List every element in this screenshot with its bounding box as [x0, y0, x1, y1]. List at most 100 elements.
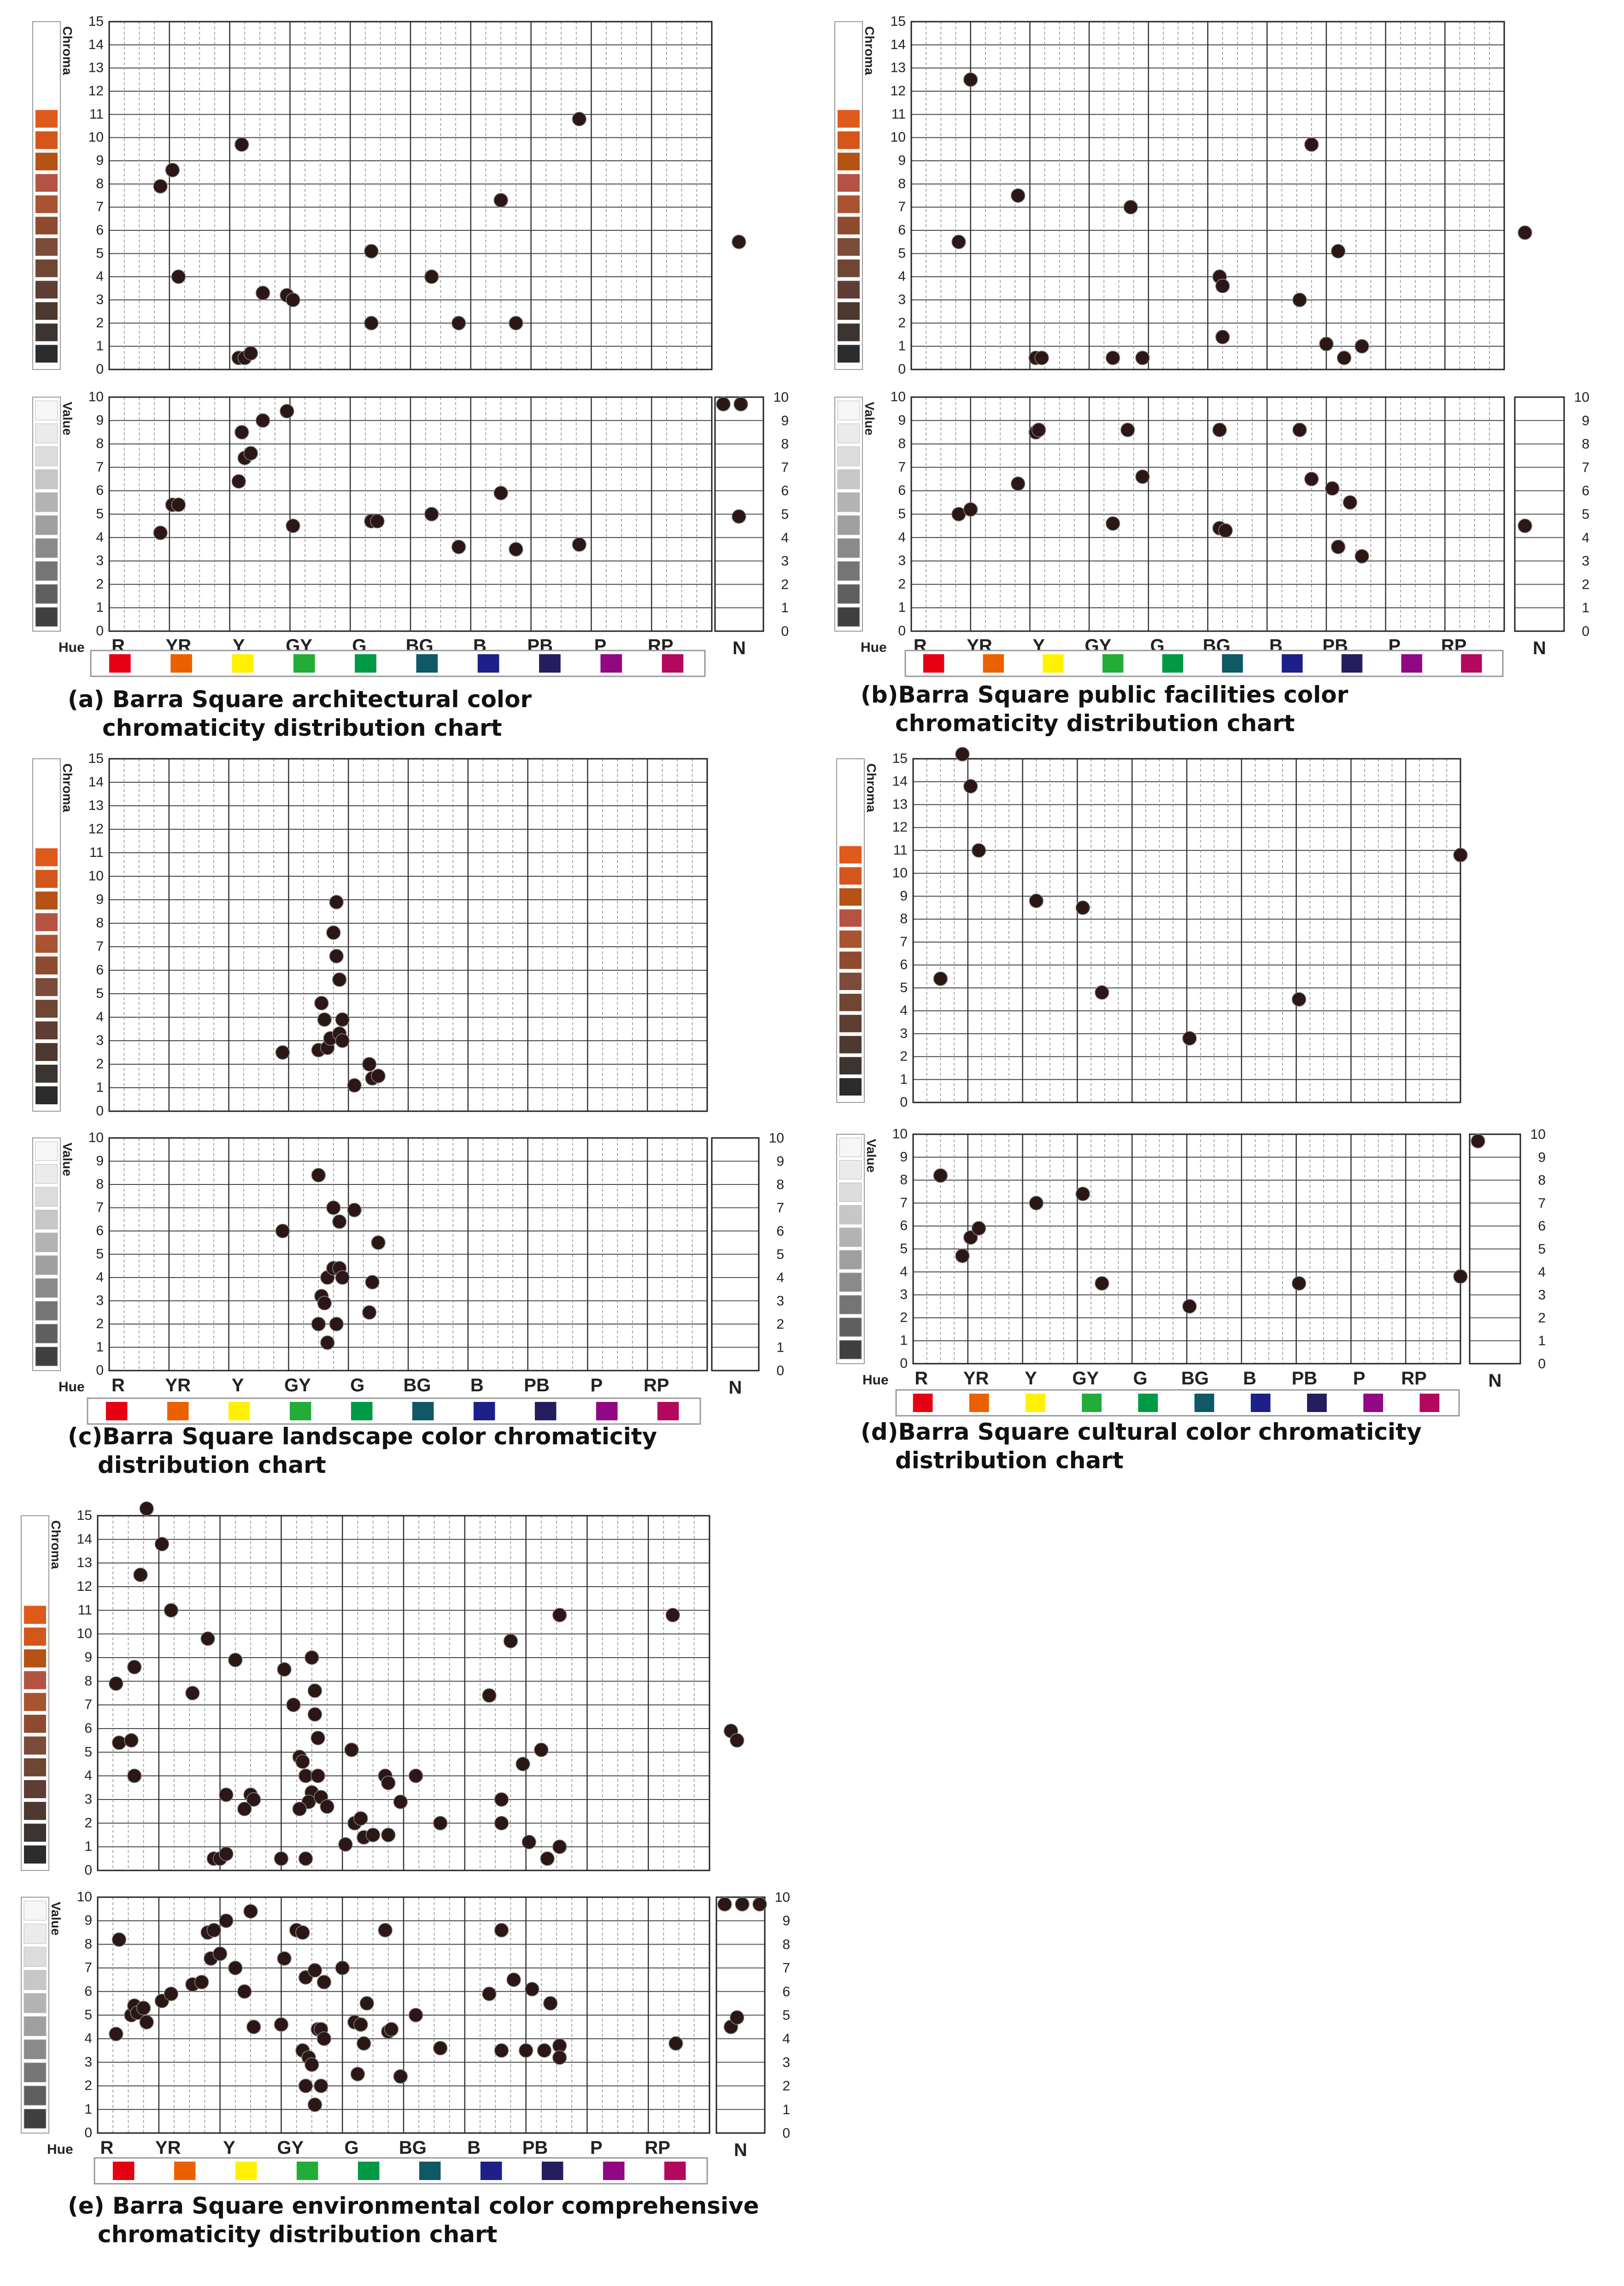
hue-swatch [664, 2162, 686, 2180]
chroma-swatch [839, 1057, 862, 1075]
chroma-tick-label: 6 [96, 962, 104, 978]
hue-swatch [1250, 1394, 1271, 1412]
chart-panel-4: 0123456789101112131415Chroma012345678910… [21, 1501, 790, 2248]
neutral-frame [711, 1137, 760, 1372]
chroma-tick-label: 14 [88, 37, 104, 52]
chroma-swatch [35, 870, 58, 888]
neutral-tick-label: 0 [781, 624, 789, 639]
hue-label: PB [522, 2138, 548, 2158]
chroma-point [1453, 848, 1468, 862]
data-points [951, 72, 1532, 564]
neutral-point [752, 1897, 767, 1912]
value-point [518, 2043, 534, 2058]
chroma-point [275, 1045, 290, 1060]
chroma-swatch [839, 888, 862, 906]
value-tick-label: 10 [891, 389, 906, 404]
value-point [164, 1987, 179, 2001]
value-swatch [35, 1347, 58, 1366]
value-point [317, 1975, 332, 1990]
chroma-tick-label: 0 [96, 362, 104, 377]
chroma-swatch [35, 302, 58, 320]
value-swatch [23, 1970, 47, 1990]
chroma-swatch [35, 935, 58, 953]
neutral-tick-label: 3 [1582, 554, 1589, 569]
hue-label: P [591, 1375, 603, 1395]
hue-axis-label: Hue [861, 640, 887, 655]
chroma-swatch [35, 1000, 58, 1018]
neutral-tick-label: 9 [782, 1913, 790, 1928]
chroma-point [298, 1851, 313, 1866]
chroma-swatch [35, 152, 58, 170]
chroma-tick-label: 5 [900, 980, 908, 995]
hue-label: RP [645, 2138, 670, 2158]
hue-label: GY [277, 2138, 304, 2158]
hue-label: PB [524, 1375, 550, 1395]
neutral-tick-label: 5 [1538, 1242, 1546, 1257]
value-point [335, 1960, 350, 1975]
chroma-tick-label: 2 [84, 1815, 92, 1830]
chroma-swatch [24, 1649, 46, 1668]
hue-color-bar [904, 650, 1504, 677]
neutral-tick-label: 6 [1538, 1219, 1546, 1234]
value-swatch [837, 400, 860, 421]
value-grid: 0 1 2 3 4 5 6 7 8 9 10 Value [32, 1130, 708, 1378]
value-grid: 0 1 2 3 4 5 6 7 8 9 10 Value [21, 1889, 710, 2140]
chroma-swatch [839, 909, 862, 927]
neutral-point [716, 397, 731, 411]
chroma-point [353, 1811, 368, 1826]
value-point [277, 1951, 292, 1966]
chroma-point [139, 1501, 154, 1516]
chroma-point [503, 1634, 518, 1648]
chroma-swatch [24, 1802, 46, 1820]
value-tick-label: 2 [84, 2078, 92, 2093]
chroma-tick-label: 4 [900, 1003, 908, 1018]
caption-line-2: distribution chart [98, 1452, 326, 1478]
chroma-tick-label: 12 [892, 820, 908, 835]
hue-swatch [235, 2162, 257, 2180]
hue-label: R [915, 1368, 928, 1389]
chroma-tick-label: 8 [898, 176, 906, 191]
value-point [955, 1249, 970, 1263]
value-point [1135, 469, 1150, 484]
hue-label: G [345, 2138, 359, 2158]
value-point [1292, 422, 1307, 437]
hue-swatch [1419, 1394, 1440, 1412]
chroma-swatch [35, 174, 58, 192]
hue-swatch [1307, 1394, 1327, 1412]
caption-line-1: (b)Barra Square public facilities color [861, 681, 1348, 708]
hue-swatch [358, 2162, 380, 2180]
chroma-point [320, 1799, 334, 1814]
chroma-tick-label: 4 [84, 1768, 92, 1783]
neutral-tick-label: 5 [776, 1247, 784, 1262]
value-tick-label: 8 [898, 436, 906, 451]
neutral-tick-label: 7 [781, 460, 789, 475]
value-point [1031, 422, 1046, 437]
value-point [493, 486, 508, 501]
chroma-tick-label: 12 [88, 83, 104, 99]
value-swatch [839, 1250, 862, 1270]
neutral-tick-label: 8 [1582, 437, 1589, 452]
value-tick-label: 5 [96, 506, 104, 522]
neutral-tick-label: 8 [782, 1937, 790, 1952]
value-point [286, 518, 300, 533]
chroma-tick-label: 9 [96, 892, 104, 907]
value-tick-label: 9 [96, 1154, 104, 1169]
chroma-swatch [838, 131, 860, 149]
chroma-tick-label: 10 [77, 1626, 92, 1641]
neutral-tick-label: 4 [782, 2031, 790, 2046]
hue-swatch [109, 654, 131, 673]
neutral-tick-label: 1 [782, 2102, 790, 2117]
value-tick-label: 3 [900, 1287, 908, 1302]
chroma-tick-label: 13 [88, 60, 104, 76]
caption-line-1: (c)Barra Square landscape color chromati… [68, 1423, 657, 1450]
value-swatch [837, 515, 860, 535]
neutral-tick-label: 10 [1530, 1127, 1546, 1142]
value-tick-label: 1 [900, 1333, 908, 1348]
chroma-swatch [838, 302, 860, 320]
value-tick-label: 9 [84, 1913, 92, 1928]
chroma-swatch-frame [834, 21, 863, 370]
hue-swatch [480, 2162, 502, 2180]
value-point [482, 1987, 497, 2001]
value-tick-label: 1 [96, 1340, 104, 1355]
chroma-point [365, 1828, 381, 1842]
